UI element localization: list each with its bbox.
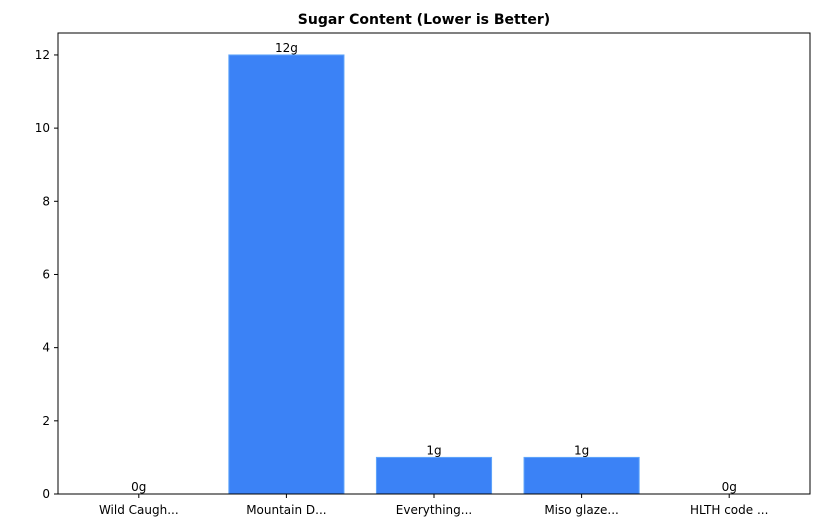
x-tick-label: Miso glaze... bbox=[544, 503, 619, 517]
y-tick-label: 6 bbox=[42, 267, 50, 281]
bar-value-label: 0g bbox=[722, 480, 737, 494]
bar-value-label: 1g bbox=[574, 443, 589, 457]
x-axis: Wild Caugh... Mountain D... Everything... M… bbox=[99, 494, 768, 517]
x-tick-label: Everything... bbox=[396, 503, 472, 517]
bar-value-label: 0g bbox=[131, 480, 146, 494]
plot-frame bbox=[57, 32, 811, 495]
y-tick-label: 10 bbox=[35, 121, 50, 135]
y-tick-label: 0 bbox=[42, 487, 50, 501]
bar bbox=[375, 456, 493, 495]
y-tick-label: 12 bbox=[35, 48, 50, 62]
bar-value-label: 1g bbox=[426, 443, 441, 457]
bar bbox=[523, 456, 640, 495]
bar bbox=[228, 54, 345, 495]
chart-title: Sugar Content (Lower is Better) bbox=[298, 12, 550, 28]
y-tick-label: 2 bbox=[42, 414, 50, 428]
y-axis: 0 2 4 6 8 10 12 bbox=[35, 48, 58, 501]
x-tick-label: HLTH code ... bbox=[690, 503, 768, 517]
y-tick-label: 8 bbox=[42, 194, 50, 208]
bars-layer bbox=[228, 54, 640, 495]
data-labels: 0g 12g 1g 1g 0g bbox=[131, 41, 737, 494]
x-tick-label: Wild Caugh... bbox=[99, 503, 179, 517]
x-tick-label: Mountain D... bbox=[246, 503, 326, 517]
y-tick-label: 4 bbox=[42, 341, 50, 355]
bar-value-label: 12g bbox=[275, 41, 298, 55]
